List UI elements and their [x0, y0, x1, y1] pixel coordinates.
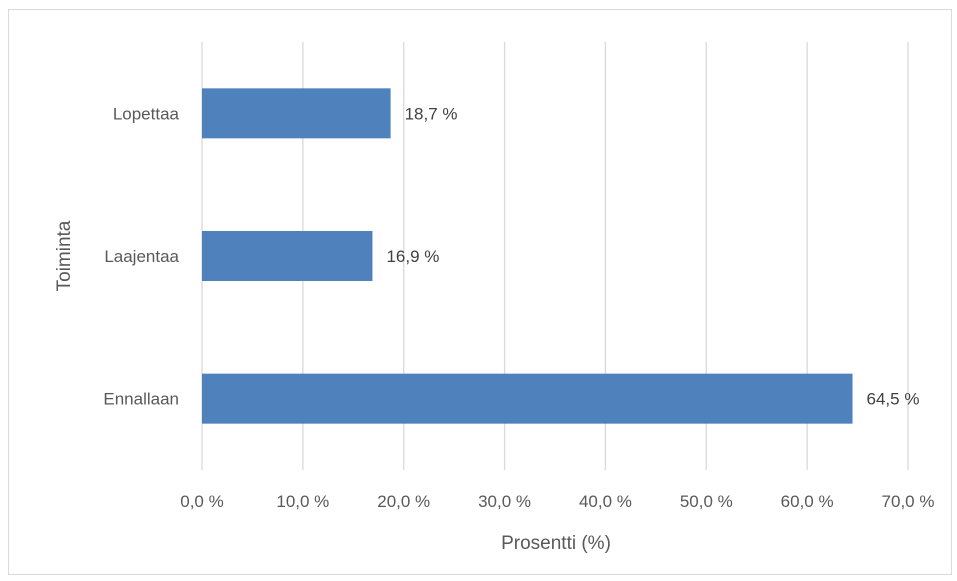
x-tick-label: 10,0 %: [276, 492, 329, 511]
chart-frame: [8, 9, 952, 575]
x-tick-label: 60,0 %: [781, 492, 834, 511]
data-label-lopettaa: 18,7 %: [405, 104, 458, 123]
category-label-laajentaa: Laajentaa: [104, 247, 179, 266]
category-label-ennallaan: Ennallaan: [103, 390, 179, 409]
x-tick-label: 40,0 %: [579, 492, 632, 511]
bars: [202, 88, 853, 424]
x-tick-labels: 0,0 % 10,0 % 20,0 % 30,0 % 40,0 % 50,0 % 60,0 …: [180, 492, 934, 511]
category-labels: Lopettaa Laajentaa Ennallaan: [103, 104, 179, 408]
data-label-laajentaa: 16,9 %: [386, 247, 439, 266]
x-tick-label: 20,0 %: [377, 492, 430, 511]
x-tick-label: 50,0 %: [680, 492, 733, 511]
x-tick-label: 0,0 %: [180, 492, 223, 511]
x-axis-title: Prosentti (%): [501, 533, 611, 554]
bar-laajentaa: [202, 231, 373, 281]
category-label-lopettaa: Lopettaa: [113, 104, 180, 123]
data-labels: 18,7 % 16,9 % 64,5 %: [386, 104, 919, 408]
bar-ennallaan: [202, 373, 853, 424]
x-tick-label: 70,0 %: [882, 492, 935, 511]
bar-lopettaa: [202, 88, 391, 139]
data-label-ennallaan: 64,5 %: [867, 390, 920, 409]
x-tick-label: 30,0 %: [478, 492, 531, 511]
y-axis-title: Toiminta: [54, 220, 75, 291]
